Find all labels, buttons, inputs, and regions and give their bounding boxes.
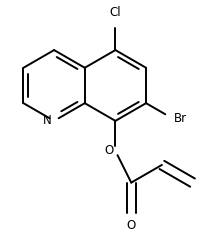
Text: O: O	[127, 219, 136, 232]
Text: Cl: Cl	[110, 6, 121, 19]
Text: O: O	[105, 144, 114, 158]
Text: N: N	[43, 114, 52, 127]
Text: Br: Br	[173, 112, 187, 125]
